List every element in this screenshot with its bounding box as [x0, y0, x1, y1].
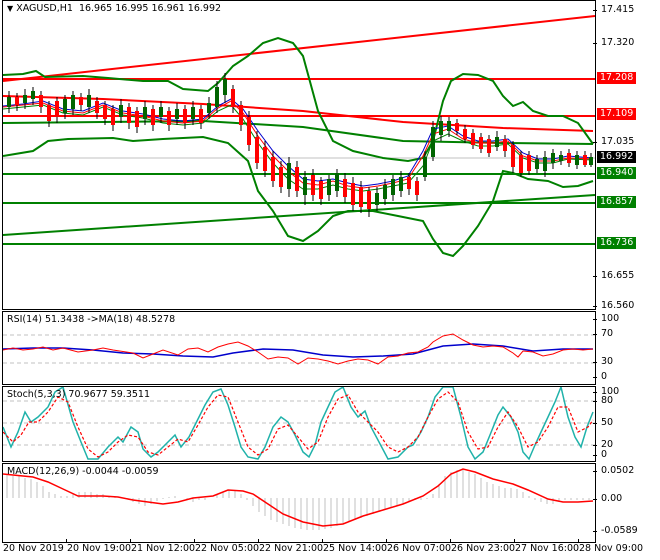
- time-label: 20 Nov 19:00: [65, 539, 132, 554]
- rsi-axis: 100 70 30 0: [592, 311, 660, 385]
- price-tick: 17.320: [592, 37, 634, 48]
- time-label: 22 Nov 21:00: [257, 539, 324, 554]
- symbol-label: XAGUSD,H1: [16, 3, 73, 14]
- time-label: 26 Nov 07:00: [385, 539, 452, 554]
- stochastic-canvas: [3, 387, 595, 461]
- time-label: 25 Nov 14:00: [321, 539, 388, 554]
- support-price-label: 16.940: [597, 167, 637, 179]
- price-tick: 17.035: [592, 136, 634, 147]
- stoch-tick: 20: [592, 439, 613, 450]
- stoch-tick: 0: [592, 449, 607, 460]
- price-tick: 17.415: [592, 4, 634, 15]
- support-price-label: 16.857: [597, 196, 637, 208]
- price-tick: 16.560: [592, 300, 634, 311]
- stochastic-axis: 100 80 50 20 0: [592, 386, 660, 462]
- rsi-label: RSI(14) 51.3438 ->MA(18) 48.5278: [7, 314, 176, 325]
- price-chart-canvas: [3, 15, 595, 258]
- candles: [7, 73, 593, 217]
- macd-pane[interactable]: MACD(12,26,9) -0.0044 -0.0059: [2, 463, 596, 543]
- rsi-canvas: [3, 333, 595, 365]
- stoch-tick: 50: [592, 417, 613, 428]
- high-value: 16.995: [115, 3, 149, 14]
- rsi-tick: 100: [592, 313, 619, 324]
- macd-tick: 0.00: [592, 493, 622, 504]
- open-value: 16.965: [78, 3, 113, 14]
- macd-tick: -0.0589: [593, 525, 638, 536]
- time-label: 22 Nov 05:00: [193, 539, 260, 554]
- rsi-tick: 30: [592, 356, 613, 367]
- triangle-down-icon[interactable]: ▼: [7, 4, 14, 13]
- time-label: 28 Nov 09:00: [577, 539, 644, 554]
- rsi-tick: 0: [592, 371, 607, 382]
- price-tick: 16.655: [592, 270, 634, 281]
- time-axis[interactable]: 20 Nov 2019 20 Nov 19:00 21 Nov 12:00 22…: [0, 539, 660, 560]
- stoch-tick: 80: [592, 395, 613, 406]
- macd-label: MACD(12,26,9) -0.0044 -0.0059: [7, 466, 159, 477]
- resistance-price-label: 17.109: [597, 108, 637, 120]
- low-value: 16.961: [151, 3, 185, 14]
- close-value: 16.992: [187, 3, 222, 14]
- macd-axis: 0.0502 0.00 -0.0589: [592, 463, 660, 543]
- chart-header: ▼ XAGUSD,H1 16.965 16.995 16.961 16.992: [7, 3, 221, 14]
- macd-canvas: [3, 468, 594, 530]
- resistance-price-label: 17.208: [597, 72, 637, 84]
- time-label: 26 Nov 23:00: [449, 539, 516, 554]
- time-label: 21 Nov 12:00: [129, 539, 196, 554]
- macd-tick: 0.0502: [592, 465, 634, 476]
- price-chart-pane[interactable]: ▼ XAGUSD,H1 16.965 16.995 16.961 16.992: [2, 0, 596, 310]
- stoch-tick: 100: [592, 386, 619, 397]
- time-label: 27 Nov 16:00: [513, 539, 580, 554]
- rsi-tick: 70: [592, 328, 613, 339]
- current-price-label: 16.992: [597, 151, 637, 163]
- rsi-pane[interactable]: RSI(14) 51.3438 ->MA(18) 48.5278: [2, 311, 596, 385]
- stochastic-label: Stoch(5,3,3) 70.9677 59.3511: [7, 389, 151, 400]
- stochastic-pane[interactable]: Stoch(5,3,3) 70.9677 59.3511: [2, 386, 596, 462]
- time-label: 20 Nov 2019: [2, 539, 64, 554]
- support-price-label: 16.736: [597, 237, 637, 249]
- price-axis[interactable]: 17.415 17.320 17.035 16.655 16.560 17.20…: [592, 0, 660, 311]
